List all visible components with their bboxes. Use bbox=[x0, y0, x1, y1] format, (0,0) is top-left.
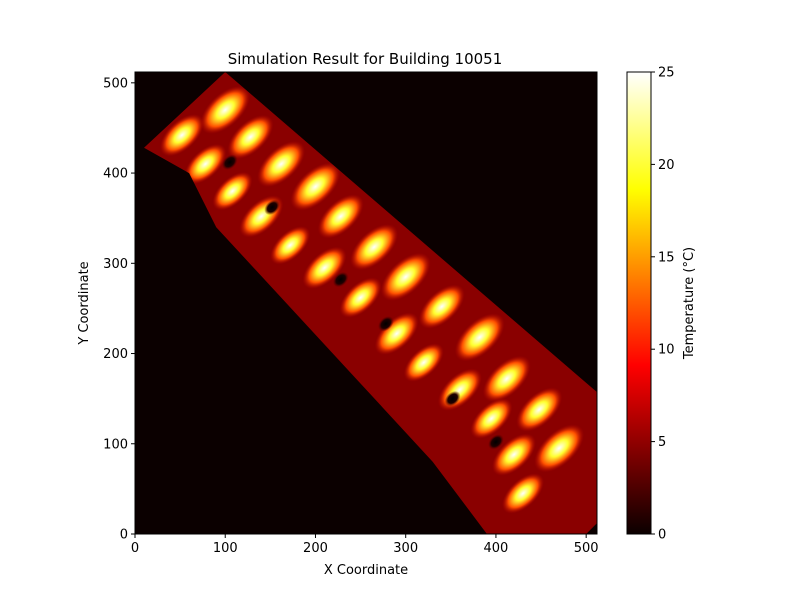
room-hotspot-15 bbox=[418, 284, 465, 329]
x-tick-label: 100 bbox=[213, 541, 238, 556]
colorbar-tick-label: 0 bbox=[658, 528, 666, 543]
y-tick-label: 400 bbox=[103, 167, 128, 182]
y-tick-label: 200 bbox=[103, 347, 128, 362]
plot-area bbox=[135, 72, 597, 534]
colorbar-tick-label: 10 bbox=[658, 343, 675, 358]
chart-title: Simulation Result for Building 10051 bbox=[228, 50, 503, 68]
room-hotspot-21 bbox=[516, 387, 563, 432]
colorbar: 0 5 10 15 20 25 Temperature (°C) bbox=[626, 66, 697, 543]
cold-spot-1 bbox=[264, 199, 281, 216]
room-hotspot-17 bbox=[454, 313, 505, 362]
room-hotspot-2 bbox=[184, 143, 227, 185]
cold-spot-2 bbox=[332, 271, 349, 288]
colorbar-tick-label: 20 bbox=[658, 158, 675, 173]
room-hotspot-5 bbox=[257, 140, 306, 188]
room-hotspot-16 bbox=[403, 343, 444, 382]
room-hotspot-3 bbox=[227, 114, 274, 160]
colorbar-tick-label: 5 bbox=[658, 435, 666, 450]
room-hotspot-4 bbox=[212, 171, 253, 211]
y-axis: 0 100 200 300 400 500 bbox=[103, 76, 135, 543]
room-hotspot-12 bbox=[339, 277, 382, 318]
room-hotspot-9 bbox=[317, 194, 364, 239]
x-tick-label: 500 bbox=[574, 541, 599, 556]
x-axis-label: X Coordinate bbox=[324, 563, 408, 578]
room-hotspot-13 bbox=[380, 252, 431, 301]
y-tick-label: 100 bbox=[103, 437, 128, 452]
room-hotspot-11 bbox=[350, 223, 399, 271]
colorbar-ticks: 0 5 10 15 20 25 bbox=[651, 66, 675, 543]
colorbar-tick-label: 15 bbox=[658, 250, 675, 265]
colorbar-tick-label: 25 bbox=[658, 66, 675, 81]
room-hotspot-1 bbox=[200, 85, 251, 134]
room-hotspot-8 bbox=[270, 226, 311, 265]
colorbar-label: Temperature (°C) bbox=[682, 247, 697, 360]
cold-spot-0 bbox=[221, 154, 238, 170]
plot-frame bbox=[134, 71, 598, 535]
room-hotspot-7 bbox=[290, 162, 341, 211]
room-hotspot-24 bbox=[501, 473, 545, 514]
x-axis: 0 100 200 300 400 500 bbox=[131, 534, 599, 556]
cold-spot-4 bbox=[444, 390, 461, 407]
rooms-layer bbox=[159, 85, 585, 514]
room-hotspot-22 bbox=[491, 433, 537, 476]
cold-spot-5 bbox=[488, 434, 504, 450]
room-hotspot-10 bbox=[302, 246, 347, 289]
y-axis-label: Y Coordinate bbox=[77, 261, 92, 345]
room-hotspot-0 bbox=[159, 113, 204, 157]
y-tick-label: 500 bbox=[103, 76, 128, 91]
room-hotspot-14 bbox=[374, 312, 419, 355]
y-tick-label: 0 bbox=[120, 528, 128, 543]
cold-spot-3 bbox=[377, 316, 394, 332]
x-tick-label: 400 bbox=[484, 541, 509, 556]
room-hotspot-23 bbox=[534, 424, 585, 473]
x-tick-label: 300 bbox=[393, 541, 418, 556]
x-tick-label: 200 bbox=[303, 541, 328, 556]
y-tick-label: 300 bbox=[103, 257, 128, 272]
room-hotspot-20 bbox=[470, 398, 513, 439]
x-tick-label: 0 bbox=[131, 541, 139, 556]
colorbar-gradient bbox=[626, 71, 652, 535]
room-hotspot-19 bbox=[482, 355, 531, 402]
